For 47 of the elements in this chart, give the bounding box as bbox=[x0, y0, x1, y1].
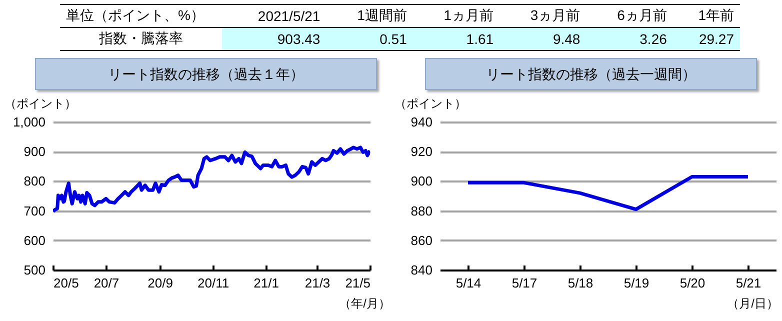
x-tick-label: 20/7 bbox=[94, 276, 120, 290]
line-series bbox=[466, 175, 750, 212]
x-tick-label: 21/5 bbox=[345, 276, 370, 290]
y-tick-label: 1,000 bbox=[12, 114, 46, 130]
y-tick-label: 700 bbox=[24, 203, 46, 218]
chart-title: リート指数の推移（過去一週間） bbox=[425, 58, 757, 90]
y-axis-title: （ポイント） bbox=[4, 96, 76, 110]
x-tick-label: 5/17 bbox=[512, 276, 538, 290]
y-tick-label: 900 bbox=[410, 174, 432, 189]
text: 6ヵ月前 bbox=[616, 6, 668, 25]
x-axis-title: （年/月） bbox=[339, 296, 390, 310]
x-tick-label: 5/18 bbox=[568, 276, 594, 290]
x-tick-label: 5/14 bbox=[456, 276, 482, 290]
text: 29.27 bbox=[672, 28, 740, 50]
y-tick-label: 880 bbox=[410, 203, 432, 218]
line-series bbox=[53, 146, 370, 214]
text: 1週間前 bbox=[356, 6, 408, 25]
text: 2021/5/21 bbox=[256, 7, 322, 26]
text: 1年前 bbox=[697, 6, 735, 25]
x-tick-label: 5/19 bbox=[624, 276, 650, 290]
x-tick-label: 21/1 bbox=[254, 276, 279, 290]
x-tick-label: 5/20 bbox=[680, 276, 706, 290]
y-axis-title: （ポイント） bbox=[394, 96, 466, 110]
x-tick-label: 20/5 bbox=[54, 276, 79, 290]
text: 0.51 bbox=[326, 28, 413, 50]
text: 903.43 bbox=[222, 28, 326, 50]
y-tick-label: 500 bbox=[24, 262, 46, 278]
y-tick-label: 900 bbox=[24, 144, 46, 160]
x-tick-label: 20/11 bbox=[198, 276, 230, 290]
x-tick-label: 21/3 bbox=[304, 276, 330, 290]
text: 指数・騰落率 bbox=[60, 28, 222, 50]
y-tick-label: 920 bbox=[410, 144, 432, 160]
x-tick-label: 20/9 bbox=[148, 276, 173, 290]
text: 9.48 bbox=[500, 28, 586, 50]
text: 単位（ポイント、%） bbox=[65, 6, 206, 25]
text: 1ヵ月前 bbox=[442, 6, 495, 25]
y-tick-label: 600 bbox=[24, 232, 46, 248]
chart-title: リート指数の推移（過去１年） bbox=[35, 58, 377, 90]
x-tick-label: 5/21 bbox=[736, 276, 762, 290]
y-tick-label: 840 bbox=[410, 262, 432, 278]
y-tick-label: 860 bbox=[410, 232, 432, 248]
text: 1.61 bbox=[412, 28, 500, 50]
text: 3.26 bbox=[586, 28, 673, 50]
x-axis-title: （月/日） bbox=[727, 296, 778, 310]
text: 3ヵ月前 bbox=[529, 6, 582, 25]
y-tick-label: 800 bbox=[24, 174, 46, 189]
y-tick-label: 940 bbox=[410, 114, 432, 130]
